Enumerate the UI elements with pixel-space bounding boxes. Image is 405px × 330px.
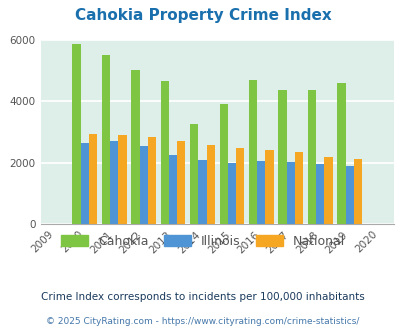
Bar <box>315 164 324 224</box>
Bar <box>110 141 118 224</box>
Bar <box>278 90 286 224</box>
Bar <box>294 152 303 224</box>
Bar <box>345 166 353 224</box>
Text: Cahokia Property Crime Index: Cahokia Property Crime Index <box>75 8 330 23</box>
Bar <box>177 141 185 224</box>
Text: Crime Index corresponds to incidents per 100,000 inhabitants: Crime Index corresponds to incidents per… <box>41 292 364 302</box>
Bar <box>248 80 257 224</box>
Bar <box>206 145 214 224</box>
Bar <box>139 146 147 224</box>
Bar <box>147 137 156 224</box>
Bar <box>102 55 110 224</box>
Bar <box>168 155 177 224</box>
Legend: Cahokia, Illinois, National: Cahokia, Illinois, National <box>55 230 350 253</box>
Bar <box>72 44 81 224</box>
Bar <box>227 163 235 224</box>
Bar <box>118 135 126 224</box>
Bar <box>265 150 273 224</box>
Bar <box>81 143 89 224</box>
Bar <box>337 83 345 224</box>
Bar <box>353 159 361 224</box>
Bar <box>198 160 206 224</box>
Bar <box>286 162 294 224</box>
Bar <box>160 81 168 224</box>
Text: © 2025 CityRating.com - https://www.cityrating.com/crime-statistics/: © 2025 CityRating.com - https://www.city… <box>46 317 359 326</box>
Bar <box>257 161 265 224</box>
Bar <box>190 124 198 224</box>
Bar <box>307 90 315 224</box>
Bar <box>235 148 244 224</box>
Bar <box>131 70 139 224</box>
Bar <box>324 157 332 224</box>
Bar <box>219 104 227 224</box>
Bar <box>89 134 97 224</box>
